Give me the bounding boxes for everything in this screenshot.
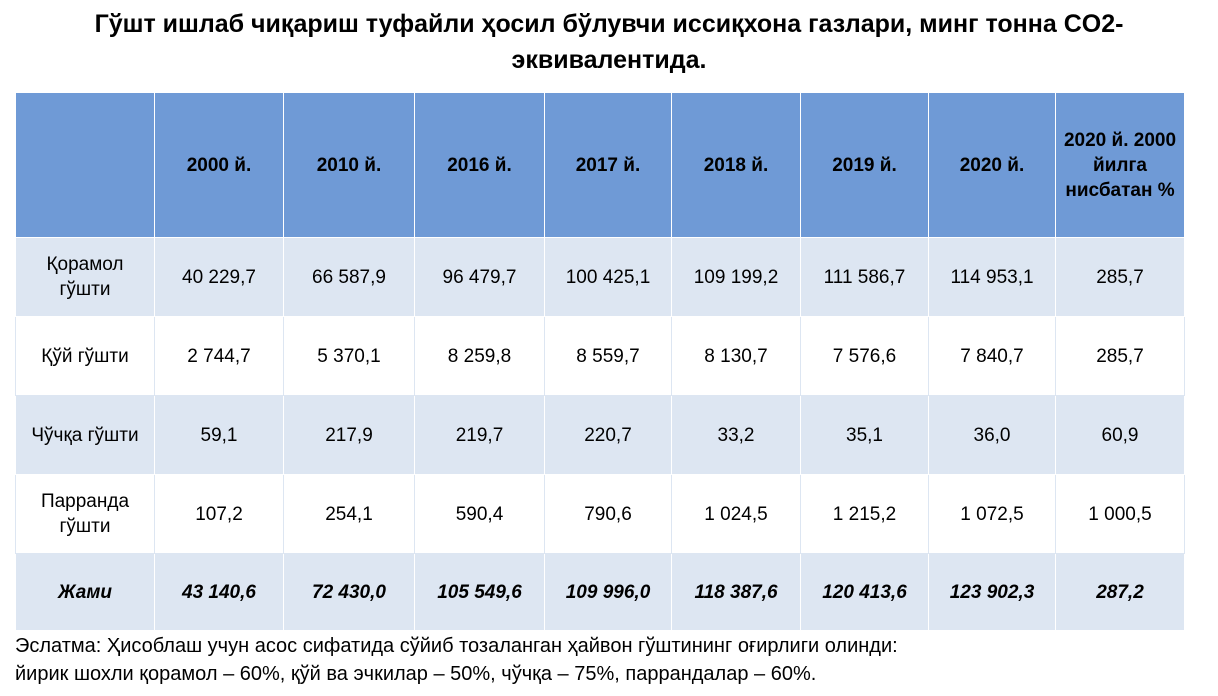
table-cell: 109 199,2: [671, 237, 801, 317]
total-cell: 123 902,3: [928, 553, 1056, 631]
table-cell: 7 840,7: [928, 316, 1056, 396]
total-row: Жами 43 140,6 72 430,0 105 549,6 109 996…: [15, 553, 1185, 631]
table-cell: 96 479,7: [414, 237, 545, 317]
row-label: Чўчқа гўшти: [15, 395, 155, 475]
table-cell: 59,1: [154, 395, 284, 475]
table-row: Парранда гўшти 107,2 254,1 590,4 790,6 1…: [15, 474, 1185, 554]
header-cell-2019: 2019 й.: [800, 92, 929, 238]
table-cell: 790,6: [544, 474, 672, 554]
table-cell: 5 370,1: [283, 316, 415, 396]
table-cell: 8 130,7: [671, 316, 801, 396]
header-cell-2000: 2000 й.: [154, 92, 284, 238]
header-cell-ratio: 2020 й. 2000 йилга нисбатан %: [1055, 92, 1185, 238]
table-cell: 1 024,5: [671, 474, 801, 554]
footnote: Эслатма: Ҳисоблаш учун асос сифатида сўй…: [15, 632, 1215, 688]
table-cell: 100 425,1: [544, 237, 672, 317]
table-cell: 66 587,9: [283, 237, 415, 317]
table-cell: 219,7: [414, 395, 545, 475]
row-label: Қорамол гўшти: [15, 237, 155, 317]
table-cell: 33,2: [671, 395, 801, 475]
page-title: Гўшт ишлаб чиқариш туфайли ҳосил бўлувчи…: [94, 10, 1124, 74]
table-row: Чўчқа гўшти 59,1 217,9 219,7 220,7 33,2 …: [15, 395, 1185, 475]
total-cell: 109 996,0: [544, 553, 672, 631]
header-cell-2018: 2018 й.: [671, 92, 801, 238]
table-cell: 111 586,7: [800, 237, 929, 317]
table-cell: 285,7: [1055, 237, 1185, 317]
footnote-line-2: йирик шохли қорамол – 60%, қўй ва эчкила…: [15, 663, 817, 685]
row-label: Қўй гўшти: [15, 316, 155, 396]
total-cell: 72 430,0: [283, 553, 415, 631]
table-header-row: 2000 й. 2010 й. 2016 й. 2017 й. 2018 й. …: [15, 92, 1185, 238]
table-cell: 40 229,7: [154, 237, 284, 317]
table-cell: 114 953,1: [928, 237, 1056, 317]
table-row: Қўй гўшти 2 744,7 5 370,1 8 259,8 8 559,…: [15, 316, 1185, 396]
table-cell: 36,0: [928, 395, 1056, 475]
table-cell: 254,1: [283, 474, 415, 554]
footnote-line-1: Эслатма: Ҳисоблаш учун асос сифатида сўй…: [15, 635, 898, 657]
emissions-table: 2000 й. 2010 й. 2016 й. 2017 й. 2018 й. …: [15, 92, 1185, 631]
header-cell-2017: 2017 й.: [544, 92, 672, 238]
header-cell-empty: [15, 92, 155, 238]
table-cell: 35,1: [800, 395, 929, 475]
total-cell: 105 549,6: [414, 553, 545, 631]
total-cell: 118 387,6: [671, 553, 801, 631]
table-cell: 2 744,7: [154, 316, 284, 396]
table-cell: 1 215,2: [800, 474, 929, 554]
table-cell: 220,7: [544, 395, 672, 475]
header-cell-2020: 2020 й.: [928, 92, 1056, 238]
table-cell: 590,4: [414, 474, 545, 554]
table-cell: 107,2: [154, 474, 284, 554]
table-cell: 60,9: [1055, 395, 1185, 475]
table-cell: 8 559,7: [544, 316, 672, 396]
table-row: Қорамол гўшти 40 229,7 66 587,9 96 479,7…: [15, 237, 1185, 317]
table-cell: 285,7: [1055, 316, 1185, 396]
total-cell: 120 413,6: [800, 553, 929, 631]
total-cell: 43 140,6: [154, 553, 284, 631]
table-cell: 1 000,5: [1055, 474, 1185, 554]
table-cell: 217,9: [283, 395, 415, 475]
header-cell-2010: 2010 й.: [283, 92, 415, 238]
table-cell: 7 576,6: [800, 316, 929, 396]
total-label: Жами: [15, 553, 155, 631]
table-cell: 1 072,5: [928, 474, 1056, 554]
total-cell: 287,2: [1055, 553, 1185, 631]
table-cell: 8 259,8: [414, 316, 545, 396]
row-label: Парранда гўшти: [15, 474, 155, 554]
header-cell-2016: 2016 й.: [414, 92, 545, 238]
